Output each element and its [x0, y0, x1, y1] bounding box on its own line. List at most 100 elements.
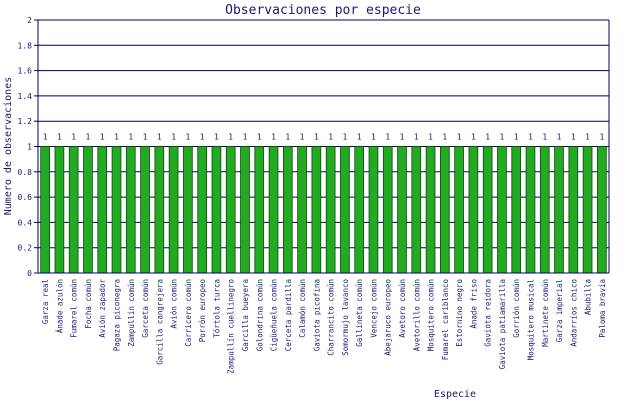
bar	[225, 146, 236, 274]
bar-value-label: 1	[128, 133, 133, 142]
bar-value-label: 1	[328, 133, 333, 142]
bar-value-label: 1	[571, 133, 576, 142]
x-tick-label: Cigüeñuela común	[270, 279, 279, 351]
x-tick-label: Zampullín cuellinegro	[227, 279, 236, 374]
y-tick-label: 0.6	[18, 193, 33, 202]
bar-value-label: 1	[300, 133, 305, 142]
y-tick-labels: 0 0.2 0.4 0.6 0.8 1 1.2 1.4 1.6 1.8 2	[18, 16, 33, 278]
x-tick-label: Golondrina común	[255, 279, 264, 351]
bar	[382, 146, 393, 274]
chart-title: Observaciones por especie	[225, 3, 421, 18]
bar	[125, 146, 136, 274]
x-tick-label: Garza imperial	[555, 279, 564, 342]
bar	[54, 146, 65, 274]
bars	[40, 146, 607, 274]
x-tick-label: Fumarel común	[70, 279, 79, 338]
bar-value-label: 1	[542, 133, 547, 142]
x-tick-label: Porrón europeo	[198, 279, 207, 343]
bar-value-label: 1	[257, 133, 262, 142]
bar-value-label: 1	[357, 133, 362, 142]
y-tick-label: 1.4	[18, 92, 33, 101]
x-tick-label: Gaviota reidora	[484, 279, 493, 347]
x-tick-label: Gorrión común	[512, 279, 521, 338]
bar-value-label: 1	[285, 133, 290, 142]
bar	[111, 146, 122, 274]
bar-value-label: 1	[157, 133, 162, 142]
x-tick-label: Focha común	[84, 279, 93, 329]
bar	[582, 146, 593, 274]
bar-value-label: 1	[86, 133, 91, 142]
x-tick-label: Pagaza piconegra	[113, 279, 122, 351]
x-tick-label: Garza real	[41, 279, 50, 324]
bar-value-label: 1	[71, 133, 76, 142]
x-tick-label: Garceta común	[141, 279, 150, 338]
bar	[97, 146, 108, 274]
x-tick-label: Paloma bravía	[598, 279, 607, 338]
x-tick-label: Mosquitero común	[427, 279, 436, 351]
bar	[311, 146, 322, 274]
y-tick-label: 1	[27, 143, 32, 152]
bar-value-label: 1	[557, 133, 562, 142]
bar	[354, 146, 365, 274]
bar-value-label: 1	[200, 133, 205, 142]
x-tick-label: Andarríos chico	[569, 279, 578, 347]
x-tick-label: Cerceta pardilla	[284, 279, 293, 351]
bar-value-label: 1	[57, 133, 62, 142]
bar	[568, 146, 579, 274]
x-tick-label: Avetoro común	[398, 279, 407, 338]
x-tick-label: Gaviota patiamarilla	[498, 279, 507, 369]
bar	[197, 146, 207, 274]
y-tick-label: 0.4	[18, 218, 33, 227]
bar-value-label: 1	[342, 133, 347, 142]
bar	[297, 146, 307, 274]
bar-value-label: 1	[585, 133, 590, 142]
bar-value-label: 1	[371, 133, 376, 142]
y-tick-label: 0.8	[18, 168, 33, 177]
x-tick-label: Avión común	[170, 279, 179, 329]
bar-value-label: 1	[228, 133, 233, 142]
y-axis-label: Numero de observaciones	[3, 77, 14, 215]
x-tick-label: Fumarel cariblanco	[441, 279, 450, 361]
bar	[282, 146, 293, 274]
bar-value-label: 1	[385, 133, 390, 142]
x-tick-label: Calamón común	[298, 279, 307, 338]
x-tick-label: Zampullín común	[127, 279, 136, 347]
x-tick-label: Ánade azulón	[55, 279, 64, 333]
x-tick-label: Ánade friso	[469, 279, 478, 329]
x-tick-label: Somormujo lavanco	[341, 279, 350, 356]
bar-value-label: 1	[457, 133, 462, 142]
bar	[168, 146, 179, 274]
bar	[211, 146, 222, 274]
bar	[340, 146, 350, 274]
y-tick-label: 1.8	[18, 41, 33, 50]
bar-value-label: 1	[243, 133, 248, 142]
bar	[154, 146, 165, 274]
bar-value-label: 1	[185, 133, 190, 142]
bar	[440, 146, 450, 274]
bar	[68, 146, 79, 274]
bar	[597, 146, 607, 274]
bar-value-label: 1	[114, 133, 119, 142]
bar	[539, 146, 550, 274]
x-tick-label: Garcilla cangrejera	[155, 279, 164, 365]
bar-value-label: 1	[100, 133, 105, 142]
x-tick-label: Martinete común	[541, 279, 550, 347]
x-tick-label: Avetorillo común	[412, 279, 421, 351]
bar	[454, 146, 464, 274]
x-tick-label: Carricero común	[184, 279, 193, 347]
bar	[368, 146, 379, 274]
bar	[268, 146, 279, 274]
bar	[183, 146, 193, 274]
x-tick-label: Charrancito común	[327, 279, 336, 356]
bar-value-label: 1	[414, 133, 419, 142]
bar	[411, 146, 422, 274]
axes	[37, 20, 610, 274]
bar-value-label: 1	[214, 133, 219, 142]
bar	[482, 146, 493, 274]
bar-value-label: 1	[171, 133, 176, 142]
bar	[525, 146, 536, 274]
bar-value-label: 1	[143, 133, 148, 142]
x-tick-label: Abubilla	[584, 279, 593, 315]
